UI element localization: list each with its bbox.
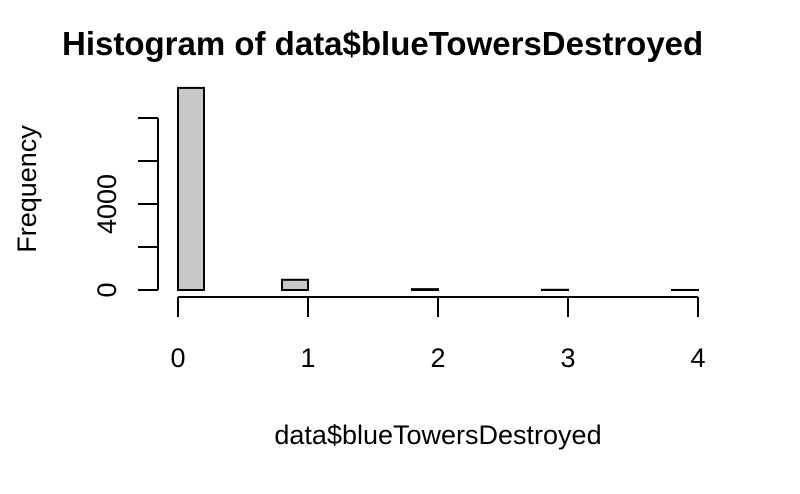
y-axis-label: Frequency (12, 125, 42, 253)
x-tick-label: 3 (560, 343, 575, 373)
histogram-bar (411, 288, 439, 292)
y-tick-label: 0 (92, 282, 122, 297)
x-tick-label: 0 (170, 343, 185, 373)
x-axis: 0 1 2 3 4 (170, 296, 706, 373)
chart-title: Histogram of data$blueTowersDestroyed (62, 25, 703, 62)
histogram-bar (281, 278, 309, 292)
x-tick-label: 1 (300, 343, 315, 373)
x-tick-label: 2 (430, 343, 445, 373)
histogram-bar (177, 86, 205, 292)
bars-group (177, 86, 699, 292)
x-axis-label: data$blueTowersDestroyed (274, 420, 601, 450)
y-tick-label: 4000 (92, 174, 122, 234)
x-tick-label: 4 (690, 343, 705, 373)
y-axis: 0 4000 (92, 117, 159, 298)
